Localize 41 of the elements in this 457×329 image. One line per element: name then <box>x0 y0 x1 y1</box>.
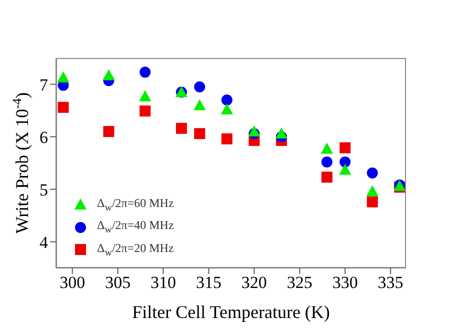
point <box>103 126 114 137</box>
point <box>339 164 352 175</box>
point <box>321 156 332 168</box>
point <box>194 81 206 92</box>
point <box>57 71 70 82</box>
point <box>58 102 69 113</box>
point <box>221 133 232 144</box>
point <box>221 94 232 106</box>
point <box>366 185 378 196</box>
legend-label: Δ$_{w}$/2π=60 MHz <box>97 196 174 214</box>
x-tick-label: 305 <box>105 273 131 292</box>
y-tick-label: 6 <box>40 128 48 147</box>
x-tick-label: 300 <box>60 273 86 292</box>
point <box>176 122 187 134</box>
point <box>140 66 151 78</box>
point <box>139 90 152 102</box>
x-tick-label: 320 <box>241 273 267 292</box>
point <box>340 156 351 168</box>
point <box>194 128 206 140</box>
point <box>102 69 115 80</box>
point <box>320 142 333 154</box>
point <box>220 103 233 114</box>
point <box>194 99 206 110</box>
y-tick-label: 5 <box>40 180 48 200</box>
x-axis-title: Filter Cell Temperature (K) <box>132 302 330 322</box>
legend-label: Δ$_{w}$/2π=40 MHz <box>97 218 174 236</box>
point <box>340 142 351 154</box>
point <box>248 125 260 136</box>
point <box>366 167 378 178</box>
point <box>321 172 332 183</box>
point <box>275 128 288 139</box>
point <box>366 196 378 208</box>
legend-label: Δ$_{w}$/2π=20 MHz <box>97 240 174 258</box>
point <box>140 106 151 117</box>
x-tick-label: 315 <box>196 273 222 292</box>
x-tick-label: 310 <box>150 273 176 292</box>
x-tick-label: 335 <box>378 273 404 292</box>
y-tick-label: 4 <box>40 232 48 252</box>
x-tick-label: 325 <box>286 273 312 292</box>
y-tick-label: 7 <box>40 75 48 94</box>
x-tick-label: 330 <box>332 273 358 292</box>
